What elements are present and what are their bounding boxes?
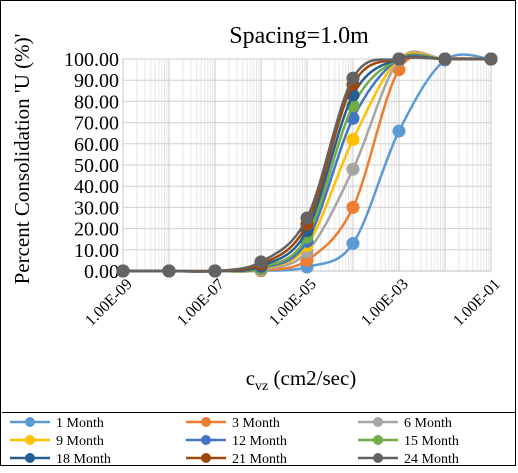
legend-swatch-marker	[25, 417, 35, 427]
data-point	[254, 255, 268, 269]
legend-label: 24 Month	[404, 452, 459, 467]
x-axis-label: cvz (cm2/sec)	[246, 366, 357, 394]
legend-swatch-marker	[201, 417, 211, 427]
data-point	[438, 52, 452, 66]
y-axis-label: Percent Consolidation 'U (%)'	[10, 34, 34, 285]
chart-title: Spacing=1.0m	[229, 23, 369, 49]
legend-label: 12 Month	[232, 434, 287, 449]
legend-swatch-marker	[25, 453, 35, 463]
y-tick-label: 100.00	[64, 49, 119, 71]
x-tick-label: 1.00E-05	[266, 276, 320, 330]
legend-swatch-marker	[373, 417, 383, 427]
legend-label: 3 Month	[232, 416, 280, 431]
y-tick-label: 20.00	[74, 219, 119, 241]
data-point	[392, 124, 406, 138]
y-tick-label: 50.00	[74, 155, 119, 177]
data-point	[116, 264, 130, 278]
legend-item: 12 Month	[186, 434, 287, 449]
legend-item: 15 Month	[358, 434, 459, 449]
y-tick-label: 90.00	[74, 70, 119, 92]
legend-item: 24 Month	[358, 452, 459, 467]
y-tick-label: 30.00	[74, 197, 119, 219]
y-tick-label: 10.00	[74, 240, 119, 262]
legend-swatch-marker	[25, 435, 35, 445]
data-point	[346, 133, 360, 147]
legend-swatch-marker	[373, 453, 383, 463]
x-tick-label: 1.00E-03	[358, 276, 412, 330]
legend-item: 1 Month	[10, 416, 104, 431]
legend-item: 3 Month	[186, 416, 280, 431]
legend: 1 Month 3 Month 6 Month 9 Month 12 Month 15 M…	[2, 412, 516, 467]
legend-item: 6 Month	[358, 416, 452, 431]
x-tick-label: 1.00E-07	[174, 276, 228, 330]
series-9	[116, 52, 498, 278]
data-point	[346, 71, 360, 85]
x-tick-label: 1.00E-01	[450, 276, 504, 330]
data-point	[346, 236, 360, 250]
legend-label: 6 Month	[404, 416, 452, 431]
data-point	[208, 264, 222, 278]
data-point	[162, 264, 176, 278]
y-tick-label: 60.00	[74, 134, 119, 156]
legend-label: 15 Month	[404, 434, 459, 449]
legend-swatch-marker	[373, 435, 383, 445]
y-tick-label: 40.00	[74, 176, 119, 198]
y-tick-label: 0.00	[84, 261, 119, 283]
data-point	[392, 52, 406, 66]
x-tick-label: 1.00E-09	[82, 276, 136, 330]
chart-svg: Spacing=1.0m Percent Consolidation 'U (%…	[10, 23, 504, 394]
data-point	[346, 200, 360, 214]
legend-item: 18 Month	[10, 452, 111, 467]
legend-label: 18 Month	[56, 452, 111, 467]
legend-label: 21 Month	[232, 452, 287, 467]
legend-item: 9 Month	[10, 434, 104, 449]
y-tick-label: 70.00	[74, 113, 119, 135]
data-point	[484, 52, 498, 66]
legend-label: 9 Month	[56, 434, 104, 449]
legend-swatch-marker	[201, 435, 211, 445]
data-point	[300, 211, 314, 225]
data-point	[346, 162, 360, 176]
legend-label: 1 Month	[56, 416, 104, 431]
legend-item: 21 Month	[186, 452, 287, 467]
legend-swatch-marker	[201, 453, 211, 463]
y-tick-label: 80.00	[74, 91, 119, 113]
series-line	[123, 56, 491, 273]
